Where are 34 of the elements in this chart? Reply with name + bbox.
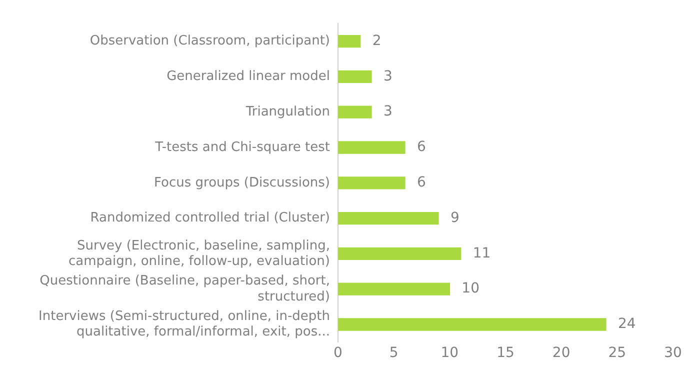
bar [338,318,606,331]
data-label: 6 [417,139,426,156]
y-tick-label: Observation (Classroom, participant) [90,34,330,49]
x-tick-label: 0 [334,345,342,362]
y-tick-label: Generalized linear model [166,69,330,84]
y-tick-label: Randomized controlled trial (Cluster) [90,210,330,226]
bar [338,247,462,260]
data-label: 3 [384,68,392,84]
y-tick-label: Interviews (Semi-structured, online, in-depth qualitative, formal/informal, exit, pos... [38,309,330,340]
y-tick-label: Triangulation [244,104,330,120]
bar [338,176,406,190]
x-tick-label: 10 [440,345,459,362]
bar [338,70,372,84]
x-tick-label: 20 [552,345,570,362]
y-tick-label: Survey (Electronic, baseline, sampling, campaign, online, follow-up, evaluation) [68,238,330,269]
x-tick-label: 25 [608,345,626,362]
x-tick-label: 15 [496,345,514,362]
data-label: 10 [462,280,480,297]
data-label: 3 [384,104,392,120]
data-label: 2 [372,32,382,49]
bar [338,34,361,48]
y-tick-label: Questionnaire (Baseline, paper-based, short, structured) [40,274,330,304]
data-label: 6 [417,174,426,191]
y-tick-label: T-tests and Chi-square test [154,140,330,155]
data-label: 9 [450,210,460,226]
bar [338,106,372,118]
y-tick-label: Focus groups (Discussions) [154,175,330,190]
data-label: 11 [472,245,491,262]
x-tick-label: 5 [389,345,398,362]
bar [338,141,406,154]
x-tick-label: 30 [664,345,682,362]
bar [338,282,450,296]
data-label: 24 [618,316,636,332]
bar [338,212,439,225]
